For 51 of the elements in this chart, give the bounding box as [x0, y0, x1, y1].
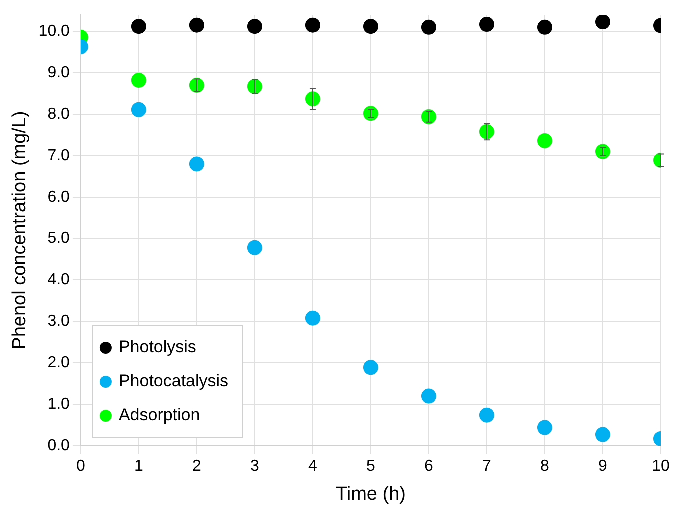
point — [595, 144, 610, 160]
point — [537, 133, 552, 148]
point — [363, 106, 378, 122]
point — [131, 102, 146, 118]
point — [131, 72, 146, 88]
point — [421, 388, 436, 404]
y-tick-label: 4.0 — [48, 272, 70, 289]
point — [363, 19, 378, 34]
x-tick-label: 10 — [652, 458, 670, 476]
point — [479, 124, 494, 140]
legend-label: Photocatalysis — [118, 372, 229, 391]
point — [131, 19, 146, 34]
x-tick-label: 2 — [192, 458, 202, 476]
y-tick-label: 0.0 — [48, 437, 70, 454]
point — [305, 310, 320, 326]
x-tick-label: 7 — [482, 458, 492, 476]
y-tick-label: 7.0 — [48, 147, 70, 164]
x-tick-label: 4 — [308, 458, 318, 476]
point — [189, 18, 204, 33]
legend-label: Adsorption — [118, 406, 200, 425]
x-tick-label: 3 — [250, 458, 260, 476]
point — [537, 20, 552, 35]
y-tick-label: 1.0 — [48, 396, 70, 413]
x-tick-label: 5 — [366, 458, 376, 476]
y-tick-label: 8.0 — [48, 106, 70, 123]
y-tick-label: 10.0 — [38, 22, 70, 40]
point — [479, 408, 494, 423]
y-tick-label: 2.0 — [48, 354, 70, 372]
x-tick-label: 8 — [540, 458, 550, 476]
x-tick-label: 6 — [424, 458, 434, 476]
x-axis-title: Time (h) — [336, 484, 406, 505]
point — [305, 92, 320, 107]
y-axis-title: Phenol concentration (mg/L) — [10, 111, 31, 350]
x-tick-label: 1 — [134, 458, 144, 476]
y-tick-label: 6.0 — [48, 188, 70, 206]
point — [537, 420, 552, 436]
point — [595, 15, 610, 30]
point — [305, 18, 320, 33]
y-tick-label: 3.0 — [48, 313, 70, 330]
point — [421, 20, 436, 35]
legend-label: Photolysis — [118, 338, 196, 357]
y-tick-label: 5.0 — [48, 230, 70, 248]
x-tick-label: 9 — [598, 458, 608, 476]
point — [189, 156, 204, 172]
x-tick-label: 0 — [76, 458, 86, 476]
point — [479, 17, 494, 32]
y-tick-label: 9.0 — [48, 64, 70, 82]
point — [363, 360, 378, 376]
point — [247, 19, 262, 34]
point — [595, 427, 610, 442]
point — [247, 240, 262, 256]
